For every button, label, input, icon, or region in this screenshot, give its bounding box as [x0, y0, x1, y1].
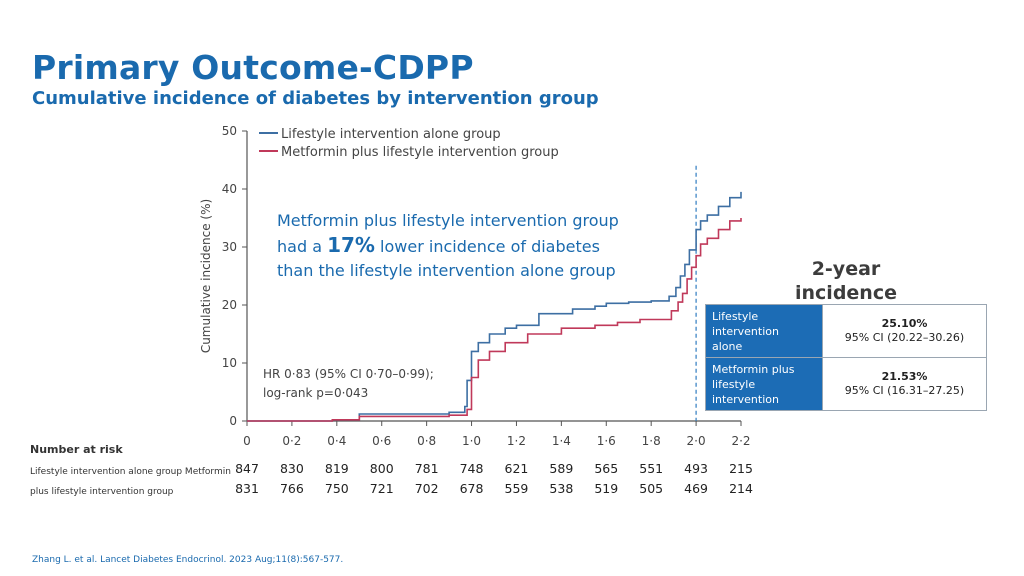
incidence-row-value-cell: 21.53% 95% CI (16.31–27.25)	[822, 357, 987, 411]
risk-count: 538	[549, 481, 573, 496]
legend-label: Lifestyle intervention alone group	[281, 127, 501, 142]
risk-count: 214	[729, 481, 753, 496]
incidence-ci: 95% CI (16.31–27.25)	[844, 384, 965, 397]
y-axis-title: Cumulative incidence (%)	[199, 199, 213, 353]
y-tick-label: 20	[222, 298, 237, 312]
risk-count: 721	[370, 481, 394, 496]
risk-count: 750	[325, 481, 349, 496]
risk-count: 505	[639, 481, 663, 496]
hr-annotation-line: HR 0·83 (95% CI 0·70–0·99);	[263, 367, 434, 381]
incidence-table: Lifestyle intervention alone 25.10% 95% …	[705, 304, 987, 411]
risk-count: 565	[594, 461, 618, 476]
risk-count: 702	[415, 481, 439, 496]
y-tick-label: 40	[222, 182, 237, 196]
risk-count: 766	[280, 481, 304, 496]
incidence-label-line: alone	[712, 339, 743, 353]
page-subtitle: Cumulative incidence of diabetes by inte…	[32, 88, 599, 109]
x-tick-label: 1·2	[507, 434, 526, 448]
x-tick-label: 1·4	[552, 434, 571, 448]
x-tick-label: 2·2	[731, 434, 750, 448]
risk-count: 781	[415, 461, 439, 476]
risk-count: 551	[639, 461, 663, 476]
risk-count: 678	[460, 481, 484, 496]
hr-callout: Metformin plus lifestyle intervention gr…	[277, 209, 677, 283]
callout-line-3: than the lifestyle intervention alone gr…	[277, 261, 616, 280]
incidence-label-line: intervention	[712, 324, 779, 338]
risk-count: 800	[370, 461, 394, 476]
incidence-row-label: Metformin plus lifestyle intervention	[705, 357, 823, 411]
callout-line-2-suffix: lower incidence of diabetes	[374, 237, 600, 256]
risk-count: 469	[684, 481, 708, 496]
x-tick-label: 0·8	[417, 434, 436, 448]
x-tick-label: 0·4	[327, 434, 346, 448]
risk-count: 559	[505, 481, 529, 496]
number-at-risk-group-labels: Lifestyle intervention alone group Metfo…	[30, 467, 231, 497]
series-line-lifestyle	[247, 191, 742, 422]
series-line-metformin	[247, 218, 742, 422]
incidence-value: 25.10%	[881, 317, 928, 330]
incidence-label-line: Metformin plus	[712, 362, 795, 376]
incidence-label-line: Lifestyle	[712, 309, 759, 323]
y-tick-label: 10	[222, 356, 237, 370]
callout-line-2-prefix: had a	[277, 237, 328, 256]
risk-count: 519	[594, 481, 618, 496]
y-tick-label: 50	[222, 124, 237, 138]
risk-count: 819	[325, 461, 349, 476]
incidence-label-line: lifestyle	[712, 377, 756, 391]
callout-line-1: Metformin plus lifestyle intervention gr…	[277, 211, 619, 230]
x-tick-label: 0	[243, 434, 251, 448]
incidence-ci: 95% CI (20.22–30.26)	[844, 331, 965, 344]
risk-count: 831	[235, 481, 259, 496]
y-tick-label: 30	[222, 240, 237, 254]
number-at-risk-title: Number at risk	[30, 443, 123, 456]
incidence-heading-line-2: incidence	[795, 282, 897, 304]
incidence-row-value-cell: 25.10% 95% CI (20.22–30.26)	[822, 304, 987, 358]
citation-footnote: Zhang L. et al. Lancet Diabetes Endocrin…	[32, 555, 344, 565]
page-title: Primary Outcome-CDPP	[32, 48, 474, 87]
x-tick-label: 1·8	[642, 434, 661, 448]
callout-percent: 17%	[327, 233, 375, 257]
risk-count: 589	[549, 461, 573, 476]
risk-count: 830	[280, 461, 304, 476]
x-tick-label: 0·2	[282, 434, 301, 448]
incidence-row-lifestyle: Lifestyle intervention alone 25.10% 95% …	[705, 304, 987, 358]
incidence-label-line: intervention	[712, 392, 779, 406]
y-tick-label: 0	[229, 414, 237, 428]
risk-count: 847	[235, 461, 259, 476]
incidence-row-label: Lifestyle intervention alone	[705, 304, 823, 358]
x-tick-label: 1·0	[462, 434, 481, 448]
x-tick-label: 2·0	[687, 434, 706, 448]
incidence-heading: 2-year incidence	[786, 257, 906, 305]
callout-line-2: had a 17% lower incidence of diabetes	[277, 233, 677, 259]
risk-count: 748	[460, 461, 484, 476]
risk-count: 215	[729, 461, 753, 476]
risk-count: 621	[505, 461, 529, 476]
incidence-value: 21.53%	[881, 370, 928, 383]
x-tick-label: 1·6	[597, 434, 616, 448]
incidence-row-metformin: Metformin plus lifestyle intervention 21…	[705, 357, 987, 411]
incidence-heading-line-1: 2-year	[811, 258, 881, 280]
x-tick-label: 0·6	[372, 434, 391, 448]
risk-count: 493	[684, 461, 708, 476]
hr-annotation-line: log-rank p=0·043	[263, 386, 368, 400]
legend-label: Metformin plus lifestyle intervention gr…	[281, 145, 559, 160]
